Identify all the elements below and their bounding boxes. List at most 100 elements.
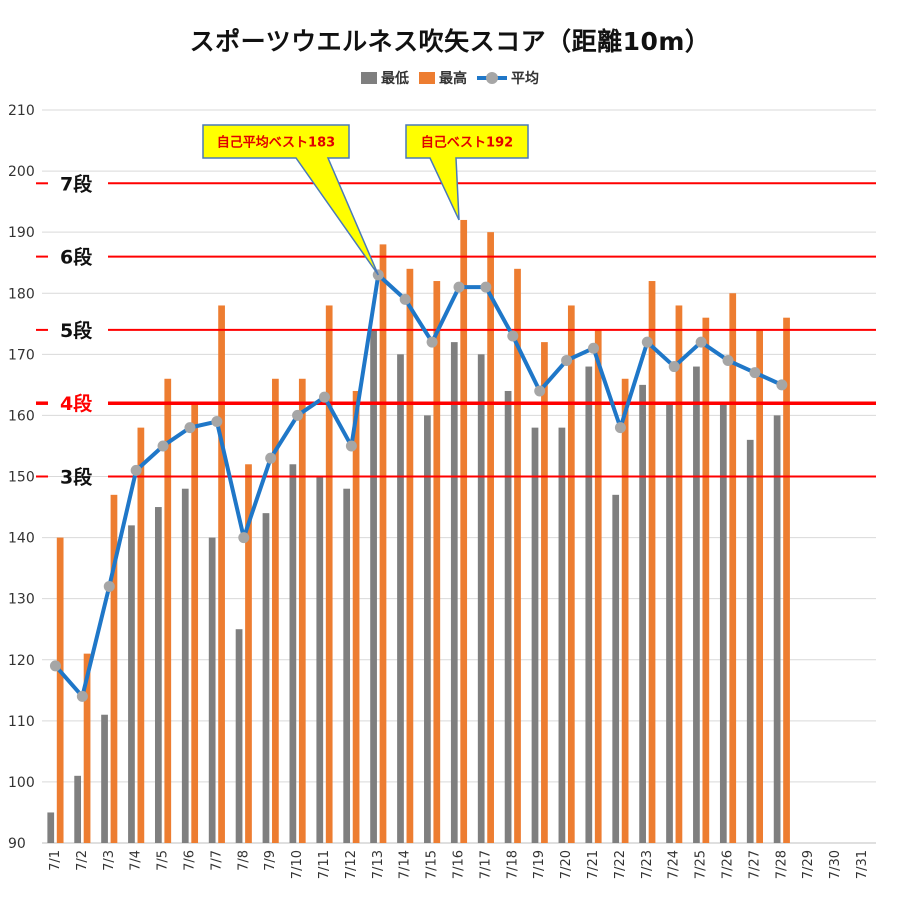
bar-max xyxy=(406,268,414,844)
average-point xyxy=(453,281,465,293)
x-tick-label: 7/11 xyxy=(317,850,332,879)
bar-max xyxy=(191,403,199,843)
legend-label-max: 最高 xyxy=(439,71,467,87)
y-tick-label: 150 xyxy=(8,470,35,486)
bar-max xyxy=(621,378,629,843)
x-tick-label: 7/6 xyxy=(182,850,197,871)
reference-line-label: 6段 xyxy=(60,246,93,269)
bar-max xyxy=(675,305,683,843)
bar-min xyxy=(450,342,458,843)
average-point xyxy=(130,464,142,476)
average-point xyxy=(184,422,196,434)
bar-min xyxy=(612,494,620,843)
reference-line-label: 4段 xyxy=(60,392,93,415)
x-tick-label: 7/31 xyxy=(855,850,870,879)
average-point xyxy=(614,422,626,434)
annotation-label: 自己平均ベスト183 xyxy=(217,135,335,151)
reference-line-label: 7段 xyxy=(60,172,93,195)
average-point xyxy=(749,367,761,379)
average-point xyxy=(238,532,250,544)
average-line xyxy=(53,272,783,699)
bar-min xyxy=(262,513,270,843)
x-tick-label: 7/18 xyxy=(505,850,520,879)
x-tick-label: 7/9 xyxy=(263,850,278,871)
legend: 最低 最高 平均 xyxy=(0,68,900,88)
bar-min xyxy=(746,439,754,843)
x-tick-label: 7/23 xyxy=(640,850,655,879)
y-tick-label: 210 xyxy=(8,103,35,119)
x-tick-label: 7/10 xyxy=(290,850,305,879)
bar-min xyxy=(47,812,55,843)
bar-min xyxy=(397,354,404,843)
average-point xyxy=(695,336,707,348)
average-point xyxy=(292,409,304,421)
bar-max xyxy=(594,329,602,843)
bar-max xyxy=(783,317,790,843)
bar-max xyxy=(541,342,548,843)
bar-min xyxy=(208,537,216,843)
average-point xyxy=(76,690,88,702)
bar-max xyxy=(298,378,306,843)
bar-max xyxy=(648,281,656,843)
y-tick-label: 140 xyxy=(8,531,35,547)
bar-max xyxy=(756,329,764,843)
y-tick-label: 130 xyxy=(8,592,35,608)
average-point xyxy=(265,452,277,464)
bar-min xyxy=(477,354,485,843)
reference-line-label: 5段 xyxy=(60,319,93,342)
legend-label-avg: 平均 xyxy=(511,71,539,87)
average-point xyxy=(668,361,680,373)
average-point xyxy=(399,293,411,305)
average-point xyxy=(157,440,169,452)
bar-max xyxy=(514,268,521,844)
legend-swatch-avg xyxy=(477,72,507,84)
bar-min xyxy=(773,415,781,843)
bar-min xyxy=(235,629,243,843)
average-point xyxy=(211,416,223,428)
chart-title: スポーツウエルネス吹矢スコア（距離10m） xyxy=(189,27,711,56)
bar-min xyxy=(343,488,351,843)
y-tick-label: 110 xyxy=(8,714,35,730)
x-tick-label: 7/28 xyxy=(774,850,789,879)
bar-min xyxy=(504,390,512,843)
annotation-label: 自己ベスト192 xyxy=(421,135,513,151)
bar-min xyxy=(289,464,297,843)
bar-min xyxy=(316,476,324,843)
legend-swatch-max xyxy=(419,72,435,84)
x-tick-label: 7/15 xyxy=(425,850,440,879)
x-tick-label: 7/19 xyxy=(532,850,547,879)
average-point xyxy=(49,660,61,672)
bar-max xyxy=(218,305,225,843)
average-point xyxy=(103,580,115,592)
bar-max xyxy=(487,232,494,843)
bar-max xyxy=(110,494,118,843)
y-tick-label: 160 xyxy=(8,408,35,424)
legend-item-min: 最低 xyxy=(361,68,409,88)
bar-max xyxy=(56,537,64,843)
bar-max xyxy=(164,378,172,843)
average-point xyxy=(534,385,546,397)
bar-max xyxy=(379,244,387,844)
x-tick-label: 7/3 xyxy=(102,850,117,871)
bar-max xyxy=(433,281,441,843)
bar-max xyxy=(729,293,737,843)
reference-line-label: 3段 xyxy=(60,466,93,489)
x-tick-label: 7/16 xyxy=(452,850,467,879)
x-tick-label: 7/8 xyxy=(236,850,251,871)
bar-min xyxy=(370,329,377,843)
y-tick-label: 180 xyxy=(8,286,35,302)
y-tick-label: 170 xyxy=(8,347,35,363)
bar-max xyxy=(137,427,145,843)
bar-min xyxy=(666,403,673,843)
bar-min xyxy=(639,384,646,843)
bar-min xyxy=(585,366,593,843)
x-tick-label: 7/4 xyxy=(129,850,144,871)
average-point xyxy=(507,330,519,342)
y-tick-label: 200 xyxy=(8,164,35,180)
bar-max xyxy=(702,317,710,843)
x-tick-label: 7/25 xyxy=(694,850,709,879)
x-tick-label: 7/26 xyxy=(721,850,736,879)
x-tick-label: 7/14 xyxy=(398,850,413,879)
annotation-callout xyxy=(202,124,379,276)
